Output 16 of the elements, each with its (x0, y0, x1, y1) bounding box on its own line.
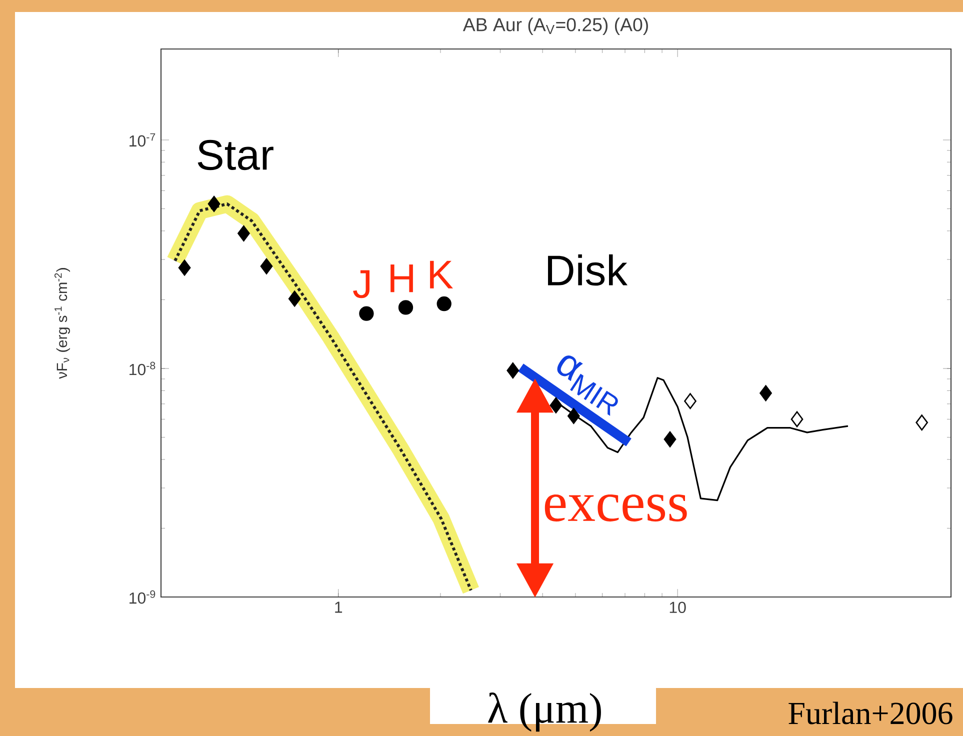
y-axis-title: νF$_{ν}$ (erg s$^{-1}$ cm$^{-2}$) (54, 268, 70, 379)
y-tick-label: 10$^{-9}$ (130, 590, 156, 604)
data-label: H (390, 264, 413, 292)
x-axis-title: λ (μm) (488, 692, 601, 732)
text: Furlan+2006 (788, 702, 952, 724)
chart-title: AB Aur (A$_{V}$=0.25) (A0) (462, 18, 648, 35)
data-label: J (353, 270, 370, 298)
annotation: Disk (548, 254, 628, 286)
x-tick-label: 10 (670, 602, 686, 614)
x-tick-label: 1 (335, 602, 342, 613)
annotation: excess (544, 494, 687, 522)
y-tick-label: 10$^{-8}$ (130, 362, 156, 376)
text: α$_{MIR}$ (557, 355, 618, 416)
annotation: Star (198, 140, 274, 170)
data-label: K (430, 260, 453, 288)
y-tick-label: 10$^{-7}$ (130, 133, 156, 147)
